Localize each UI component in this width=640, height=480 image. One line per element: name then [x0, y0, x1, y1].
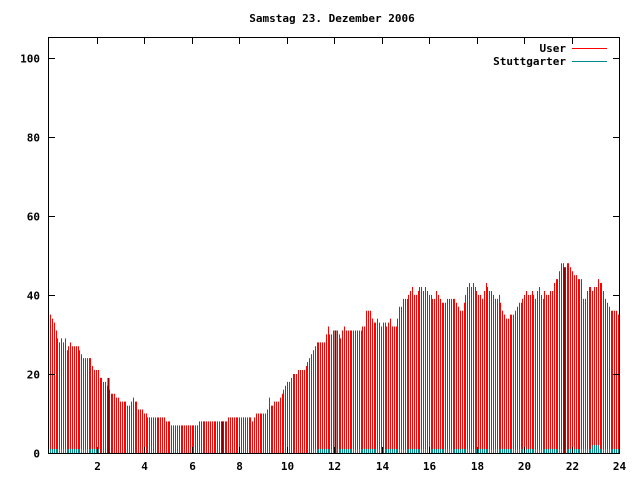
x-tick-label: 12 [328, 460, 341, 473]
y-tick-label: 0 [33, 448, 40, 461]
x-tick-label: 10 [281, 460, 294, 473]
x-tick-label: 4 [141, 460, 148, 473]
y-tick-label: 60 [27, 211, 40, 224]
y-tick-label: 80 [27, 132, 40, 145]
y-tick-label: 100 [20, 53, 40, 66]
spike-markers [107, 267, 566, 453]
y-tick-label: 40 [27, 290, 40, 303]
chart-title: Samstag 23. Dezember 2006 [249, 12, 415, 25]
x-tick-label: 14 [376, 460, 390, 473]
x-tick-label: 18 [471, 460, 484, 473]
y-tick-label: 20 [27, 369, 40, 382]
legend-label-stuttgarter: Stuttgarter [493, 55, 566, 68]
x-tick-label: 24 [613, 460, 627, 473]
stuttgarter-series [50, 445, 619, 453]
x-axis: 2 4 6 8 10 12 14 16 18 20 22 24 [94, 38, 626, 473]
x-tick-label: 8 [236, 460, 243, 473]
legend: User Stuttgarter [493, 42, 607, 68]
x-tick-label: 20 [518, 460, 531, 473]
x-tick-label: 22 [566, 460, 579, 473]
x-tick-label: 16 [423, 460, 437, 473]
legend-label-user: User [540, 42, 567, 55]
x-tick-label: 6 [189, 460, 196, 473]
plot-frame [48, 37, 620, 454]
y-axis: 0 20 40 60 80 100 [20, 53, 619, 461]
x-tick-label: 2 [94, 460, 101, 473]
